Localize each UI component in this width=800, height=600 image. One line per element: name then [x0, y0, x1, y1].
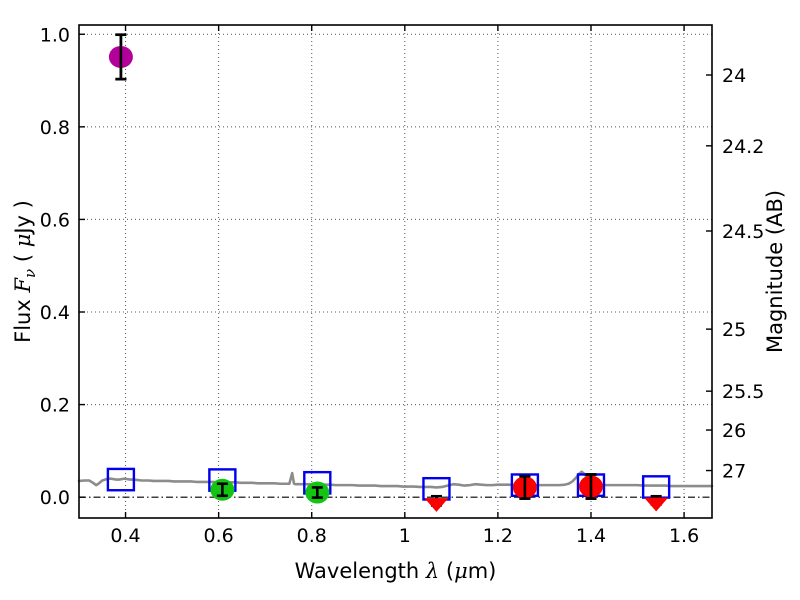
y2-tick-label: 26 [722, 420, 746, 442]
y-tick-label: 0.4 [40, 302, 70, 324]
x-axis-title: Wavelength λ (μm) [295, 559, 497, 583]
mu-symbol-flux: μ [11, 234, 35, 248]
y-tick-label: 0.2 [40, 395, 70, 417]
y-tick-label: 0.0 [40, 487, 70, 509]
upper-limit-triangle [644, 497, 669, 512]
y-axis-title-word: Flux [11, 293, 35, 343]
upper-limit-triangle [424, 498, 449, 512]
x-tick-label: 0.8 [297, 525, 327, 547]
y2-tick-label: 25 [722, 319, 746, 341]
y-tick-label: 0.6 [40, 209, 70, 231]
x-axis-unit-open: ( [439, 559, 454, 583]
mu-symbol: μ [454, 559, 468, 583]
axis-ticks [79, 25, 712, 518]
x-tick-label: 0.6 [204, 525, 234, 547]
x-tick-label: 1.4 [576, 525, 606, 547]
axes-frame [78, 24, 713, 519]
y-tick-label: 0.8 [40, 117, 70, 139]
lambda-symbol: λ [425, 559, 439, 583]
x-tick-label: 1 [399, 525, 411, 547]
y-tick-label: 1.0 [40, 24, 70, 46]
plot-frame-rect [78, 24, 713, 519]
flux-symbol-nu: ν [21, 269, 39, 278]
x-axis-unit-close: m) [468, 559, 497, 583]
y2-axis-title: Magnitude (AB) [763, 190, 787, 353]
x-axis-title-word: Wavelength [295, 559, 426, 583]
y-axis-unit-close: Jy ) [11, 200, 35, 236]
axis-titles: Wavelength λ (μm)Flux Fν ( μJy ) Magnitud… [11, 190, 787, 583]
data-markers [106, 33, 671, 512]
y2-tick-label: 24 [722, 65, 746, 87]
axis-tick-labels: 0.4 0.6 0.8 1 1.2 1.4 1.6 0.0 0.2 0.4 0.6 0.8 1.0 24 2… [40, 24, 765, 547]
y-axis-title: Flux Fν ( μJy ) [11, 200, 39, 343]
model-photometry-square [106, 467, 136, 492]
y-axis-unit-open: ( [11, 247, 35, 269]
grid-lines [79, 25, 712, 518]
y2-tick-label: 25.5 [722, 381, 764, 403]
y2-tick-label: 24.5 [722, 221, 764, 243]
flux-symbol-F: F [11, 277, 35, 294]
x-tick-label: 1.2 [483, 525, 513, 547]
y2-tick-label: 24.2 [722, 136, 764, 158]
x-tick-label: 0.4 [110, 525, 140, 547]
y2-tick-label: 27 [722, 461, 746, 483]
x-tick-label: 1.6 [669, 525, 699, 547]
